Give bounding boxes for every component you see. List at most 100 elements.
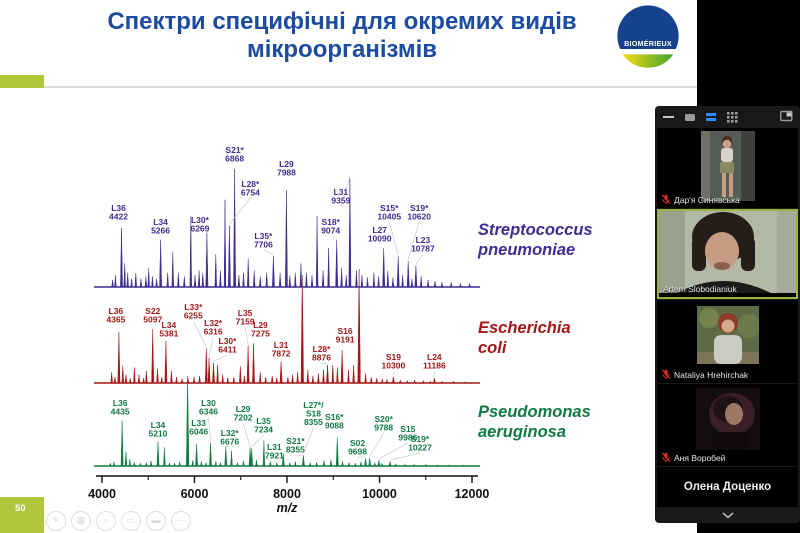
participant-name: Дар'я Синявська [674,194,740,205]
video-panel-toolbar [655,106,800,128]
svg-text:S18*: S18* [321,217,340,227]
svg-text:8355: 8355 [286,445,305,455]
svg-text:11186: 11186 [423,361,446,371]
svg-text:L29: L29 [253,320,268,330]
svg-text:L34: L34 [162,320,177,330]
svg-text:4435: 4435 [111,407,130,417]
svg-text:L36: L36 [113,398,128,408]
svg-text:S15: S15 [400,424,415,434]
svg-text:9074: 9074 [321,226,340,236]
svg-text:S15*: S15* [380,203,399,213]
svg-text:6046: 6046 [189,427,208,437]
svg-text:S19*: S19* [411,434,430,444]
svg-text:5097: 5097 [143,315,162,325]
svg-text:L33*: L33* [184,302,203,312]
svg-text:L29: L29 [236,404,251,414]
participant-name-row: Nataliya Hrehirchak [661,369,748,380]
monitor-icon[interactable]: ▭ [121,511,141,531]
more-options-icon[interactable]: ⋯ [171,511,191,531]
svg-text:5266: 5266 [151,226,170,236]
svg-text:10000: 10000 [362,487,397,501]
svg-text:S16: S16 [338,326,353,336]
participant-tile-anya[interactable]: Аня Воробей [657,384,798,466]
chevron-down-icon [721,512,734,519]
slide-title-line1: Спектри специфічні для окремих видів [107,8,577,35]
svg-text:7988: 7988 [277,168,296,178]
participant-name: Олена Доценко [683,481,772,493]
svg-text:S22: S22 [145,306,160,316]
speaker-view-icon[interactable] [685,113,695,121]
svg-text:7275: 7275 [251,329,270,339]
svg-text:9986: 9986 [398,433,417,443]
mic-off-icon [661,452,671,463]
slide-number: 50 [15,503,26,514]
svg-text:7202: 7202 [234,413,253,423]
svg-text:L32*: L32* [221,428,240,438]
captions-icon[interactable]: ▬ [146,511,166,531]
minimize-icon[interactable] [663,116,674,118]
participant-tile-darya[interactable]: Дар'я Синявська [657,128,798,208]
slide-title-line2: мікроорганізмів [246,36,438,63]
collapse-strip-button[interactable] [657,508,798,523]
svg-text:10620: 10620 [407,212,431,222]
svg-text:L36: L36 [111,203,126,213]
svg-text:S21*: S21* [225,145,244,155]
participant-photo [696,306,759,364]
svg-text:6316: 6316 [204,327,223,337]
svg-text:10787: 10787 [411,244,435,254]
svg-text:L36: L36 [109,306,124,316]
svg-text:S02: S02 [350,438,365,448]
svg-text:L35: L35 [238,308,253,318]
svg-text:6269: 6269 [190,224,209,234]
svg-text:S18: S18 [306,409,321,419]
svg-text:5381: 5381 [159,329,178,339]
svg-text:7872: 7872 [272,349,291,359]
svg-text:S19*: S19* [410,203,429,213]
svg-text:9088: 9088 [325,421,344,431]
svg-text:8355: 8355 [304,417,323,427]
svg-text:8876: 8876 [312,353,331,363]
zoom-magnifier-icon[interactable]: ⌕ [96,511,116,531]
svg-text:S16*: S16* [325,412,344,422]
svg-text:6000: 6000 [181,487,209,501]
svg-text:L23: L23 [416,235,431,245]
svg-text:7706: 7706 [254,240,273,250]
svg-text:12000: 12000 [455,487,490,501]
svg-text:6411: 6411 [218,345,237,355]
species-label-pseudomonas: Pseudomonas aeruginosa [478,403,591,441]
logo-text: BIOMÉRIEUX [624,39,672,48]
svg-text:L32*: L32* [204,318,223,328]
svg-text:L27*/: L27*/ [303,400,324,410]
participant-tile-nataliya[interactable]: Nataliya Hrehirchak [657,300,798,383]
svg-text:10090: 10090 [368,234,392,244]
participant-name: Artem Slobodianiuk [663,284,737,294]
svg-text:6754: 6754 [241,188,260,198]
svg-text:9788: 9788 [374,423,393,433]
svg-text:L28*: L28* [313,344,332,354]
svg-text:9359: 9359 [331,196,350,206]
svg-text:7921: 7921 [265,451,284,461]
svg-text:10227: 10227 [408,443,432,453]
svg-text:5210: 5210 [149,429,168,439]
slide-number-badge: 50 [0,497,44,533]
svg-text:L34: L34 [151,420,166,430]
gallery-view-icon[interactable] [727,111,738,123]
participant-tile-artem[interactable]: Artem Slobodianiuk [657,209,798,299]
see-all-slides-icon[interactable]: ▦ [71,511,91,531]
strip-view-icon[interactable] [706,113,716,121]
participant-tile-olena[interactable]: Олена Доценко [657,467,798,507]
participant-name-row: Artem Slobodianiuk [663,284,737,294]
participant-name-row: Дар'я Синявська [661,194,740,205]
mic-off-icon [661,194,671,205]
svg-text:4000: 4000 [88,487,116,501]
svg-text:L30: L30 [201,398,216,408]
participant-tiles: Дар'я Синявська Artem Slobodianiuk [655,128,800,523]
svg-text:4365: 4365 [106,315,125,325]
x-axis: 4000 6000 8000 10000 12000 m/z [88,475,490,515]
svg-text:L31: L31 [267,442,282,452]
popout-icon[interactable] [780,110,793,122]
pen-icon[interactable]: ✎ [46,511,66,531]
svg-text:9191: 9191 [336,335,355,345]
